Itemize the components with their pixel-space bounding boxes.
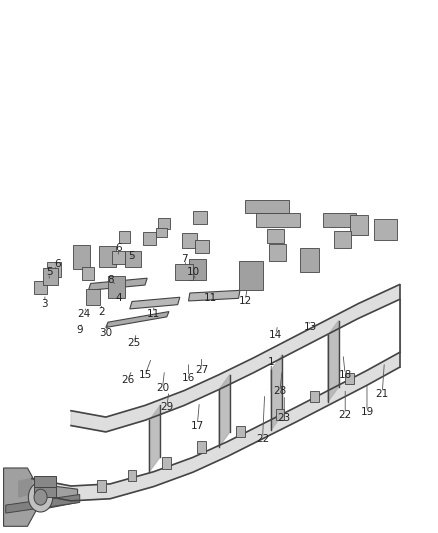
Text: 22: 22 [256,434,269,444]
Bar [34,487,56,497]
Text: 1: 1 [268,357,275,367]
Polygon shape [32,352,399,501]
Bar [73,245,90,269]
Bar [34,476,56,487]
Bar [374,219,397,240]
Bar [195,240,209,253]
Text: 27: 27 [195,365,208,375]
Text: 7: 7 [181,254,187,263]
Bar [311,391,319,402]
Bar [162,457,171,469]
Polygon shape [19,479,32,497]
Bar [97,480,106,492]
Bar [334,231,351,248]
Text: 13: 13 [304,322,317,333]
Bar [197,441,206,453]
Text: 19: 19 [360,407,374,417]
Text: 2: 2 [98,306,105,317]
Text: 5: 5 [129,251,135,261]
Bar [86,289,100,305]
Text: 6: 6 [116,243,122,253]
Bar [43,268,58,285]
Circle shape [28,482,53,512]
Text: 11: 11 [147,309,160,319]
Bar [34,281,47,294]
Bar [182,233,197,248]
Bar [176,264,193,280]
Polygon shape [106,312,169,327]
Polygon shape [188,290,240,301]
Bar [127,470,136,481]
Text: 16: 16 [182,373,195,383]
Polygon shape [271,355,282,430]
Bar [82,266,94,280]
Bar [193,211,207,224]
Polygon shape [6,495,80,513]
Polygon shape [219,375,230,447]
Text: 14: 14 [269,330,282,341]
Text: 11: 11 [204,293,217,303]
Bar [323,214,356,227]
Bar [350,215,368,235]
Text: 9: 9 [76,325,83,335]
Text: 20: 20 [156,383,169,393]
Text: 23: 23 [278,413,291,423]
Circle shape [34,489,47,505]
Bar [108,276,125,298]
Bar [113,251,125,264]
Polygon shape [130,297,180,309]
Bar [256,214,300,227]
Bar [119,231,130,243]
Bar [156,228,167,237]
Polygon shape [149,406,160,472]
Text: 8: 8 [107,274,113,285]
Bar [158,217,170,229]
Text: 4: 4 [116,293,122,303]
Bar [345,373,354,384]
Polygon shape [88,278,147,290]
Text: 18: 18 [339,370,352,380]
Text: 21: 21 [375,389,389,399]
Bar [269,244,286,261]
Text: 22: 22 [339,410,352,420]
Text: 26: 26 [121,375,134,385]
Bar [300,248,319,272]
Text: 29: 29 [160,402,173,412]
Bar [47,262,61,277]
Text: 15: 15 [138,370,152,380]
Bar [188,259,206,280]
Text: 12: 12 [238,296,252,306]
Text: 17: 17 [191,421,204,431]
Text: 28: 28 [273,386,286,396]
Text: 5: 5 [46,267,53,277]
Bar [125,251,141,266]
Polygon shape [4,468,78,526]
Bar [245,200,289,214]
Bar [143,232,156,245]
Text: 3: 3 [42,298,48,309]
Polygon shape [71,285,399,432]
Bar [99,246,116,266]
Text: 25: 25 [127,338,141,349]
Text: 6: 6 [55,259,61,269]
Bar [237,425,245,437]
Bar [239,261,262,290]
Bar [267,229,284,243]
Polygon shape [328,320,339,402]
Text: 30: 30 [99,328,113,338]
Bar [276,409,284,420]
Text: 10: 10 [186,267,199,277]
Text: 24: 24 [78,309,91,319]
